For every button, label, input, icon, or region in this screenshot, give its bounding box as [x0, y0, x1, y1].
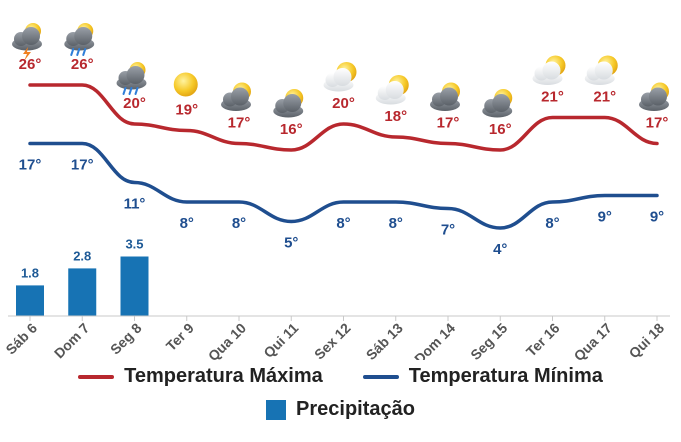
max-temp-label: 20°	[332, 95, 355, 112]
x-tick-label: Qua 10	[205, 320, 249, 360]
max-temp-label: 17°	[228, 115, 251, 132]
x-tick-label: Qua 17	[571, 320, 615, 360]
min-temp-label: 8°	[180, 215, 194, 232]
precip-label: 1.8	[21, 265, 39, 280]
cloudy-icon	[430, 82, 460, 111]
max-temp-label: 17°	[646, 115, 669, 132]
temperature-lines	[28, 83, 659, 230]
x-tick-label: Sáb 13	[363, 320, 406, 360]
legend-item-min[interactable]: Temperatura Mínima	[362, 365, 603, 388]
cloudy-icon	[482, 89, 513, 118]
legend-item-precip[interactable]: Precipitação	[266, 398, 415, 421]
x-tick-label: Seg 8	[107, 320, 145, 358]
x-tick-label: Seg 15	[467, 320, 510, 360]
min-temp-label: 11°	[124, 196, 146, 213]
x-tick-label: Sex 12	[311, 320, 354, 360]
min-temp-label: 9°	[650, 209, 664, 226]
rain-icon	[116, 62, 147, 95]
max-temp-label: 26°	[19, 56, 42, 73]
precip-bar	[16, 285, 44, 316]
legend-label-max: Temperatura Máxima	[124, 365, 323, 387]
min-temp-label: 7°	[441, 222, 455, 239]
partly-cloudy-icon	[584, 55, 618, 85]
forecast-chart: 1.8 2.8 3.5 26° 26° 20° 19° 17° 16° 20° 18° 17° 16°…	[2, 23, 670, 360]
legend-item-max[interactable]: Temperatura Máxima	[78, 365, 323, 388]
min-temp-label: 8°	[545, 215, 559, 232]
max-temp-label: 17°	[437, 115, 460, 132]
cloudy-icon	[273, 89, 304, 118]
precip-label: 3.5	[125, 237, 143, 252]
max-temp-label: 21°	[593, 89, 616, 106]
x-tick-label: Sáb 6	[2, 320, 40, 358]
x-tick-label: Ter 16	[523, 320, 563, 360]
cloudy-icon	[221, 82, 251, 111]
max-temp-line	[28, 83, 659, 152]
min-temp-label: 4°	[493, 241, 507, 258]
x-tick-label: Qui 18	[626, 320, 668, 360]
precipitation-bars: 1.8 2.8 3.5	[16, 237, 149, 316]
legend-label-min: Temperatura Mínima	[408, 365, 603, 387]
min-temp-label: 8°	[232, 215, 246, 232]
min-temp-label: 8°	[336, 215, 350, 232]
max-temp-label: 16°	[280, 121, 303, 138]
min-temp-label: 17°	[19, 157, 42, 174]
max-temp-label: 20°	[123, 95, 146, 112]
x-axis: Sáb 6 Dom 7 Seg 8 Ter 9 Qua 10 Qui 11 Sex 12 Sá…	[2, 315, 670, 360]
legend-swatch-max	[78, 374, 115, 379]
weather-icons	[12, 23, 669, 118]
thunderstorm-icon	[12, 23, 42, 61]
min-temp-line	[28, 141, 659, 230]
precip-label: 2.8	[73, 248, 91, 263]
x-tick-label: Dom 7	[51, 320, 93, 360]
min-temp-label: 17°	[71, 157, 94, 174]
min-temp-label: 9°	[598, 209, 612, 226]
max-temp-label: 19°	[175, 102, 198, 119]
legend-swatch-precip	[266, 399, 287, 420]
precip-bar	[120, 256, 149, 316]
legend: Temperatura Máxima Temperatura Mínima	[0, 365, 681, 388]
temperature-labels: 26° 26° 20° 19° 17° 16° 20° 18° 17° 16° 21° 21° 17° 1…	[19, 56, 669, 258]
max-temp-label: 16°	[489, 121, 512, 138]
partly-cloudy-icon	[375, 75, 409, 105]
partly-cloudy-icon	[532, 55, 566, 85]
sun-icon	[173, 72, 198, 97]
legend-secondary: Precipitação	[0, 398, 681, 421]
rain-icon	[64, 23, 95, 56]
legend-swatch-min	[362, 374, 399, 379]
max-temp-label: 21°	[541, 89, 564, 106]
precip-bar	[68, 268, 97, 316]
x-tick-label: Ter 9	[163, 320, 197, 354]
max-temp-label: 26°	[71, 56, 94, 73]
max-temp-label: 18°	[384, 108, 407, 125]
x-tick-label: Qui 11	[260, 320, 301, 360]
legend-label-precip: Precipitação	[296, 398, 415, 420]
min-temp-label: 8°	[389, 215, 403, 232]
partly-cloudy-icon	[323, 62, 357, 92]
min-temp-label: 5°	[284, 235, 298, 252]
cloudy-icon	[639, 82, 669, 111]
x-tick-label: Dom 14	[411, 320, 458, 360]
